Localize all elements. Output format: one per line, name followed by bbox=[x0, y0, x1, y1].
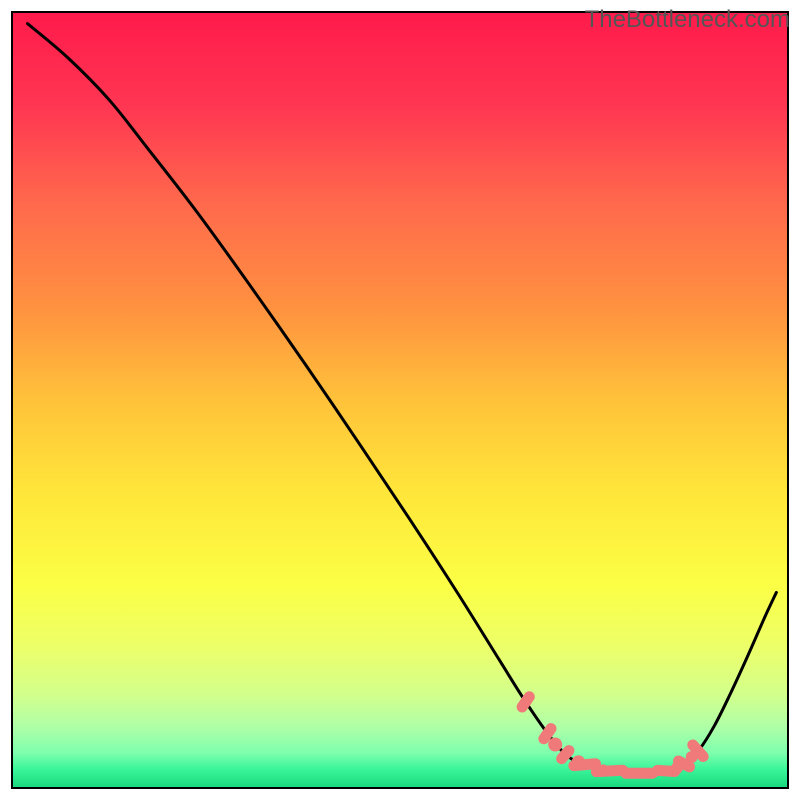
watermark-label: TheBottleneck.com bbox=[585, 6, 790, 34]
region-mark-segment bbox=[522, 697, 529, 707]
region-mark-segment bbox=[544, 729, 551, 739]
region-mark-dot bbox=[571, 755, 585, 769]
chart-svg bbox=[0, 0, 800, 800]
region-mark-dot bbox=[622, 767, 632, 777]
region-mark-dot bbox=[650, 767, 660, 777]
region-mark-dot bbox=[686, 751, 698, 763]
region-mark-segment bbox=[562, 751, 569, 759]
chart-container: TheBottleneck.com bbox=[0, 0, 800, 800]
plot-background bbox=[12, 12, 788, 788]
region-mark-dot bbox=[671, 762, 683, 774]
region-mark-dot bbox=[598, 764, 608, 774]
region-mark-dot bbox=[548, 738, 562, 752]
